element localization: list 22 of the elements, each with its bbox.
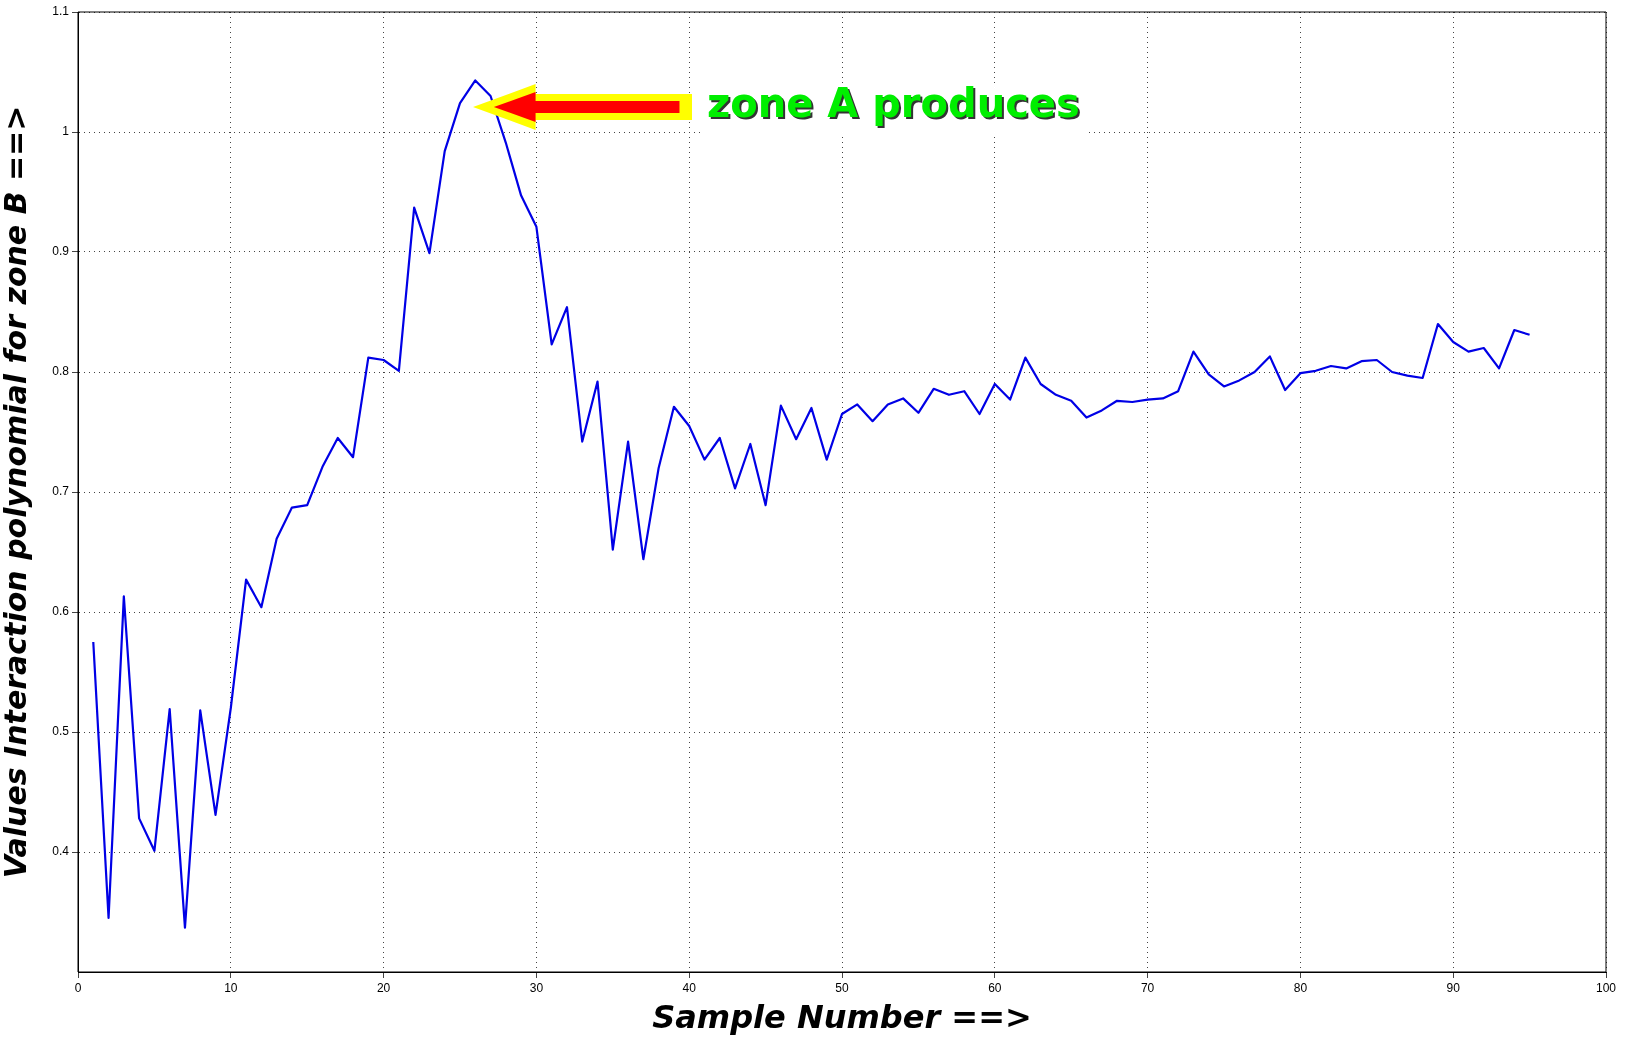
x-tick-label: 30: [529, 980, 544, 995]
x-tick-label: 0: [74, 980, 82, 995]
x-tick-label: 40: [682, 980, 697, 995]
x-tick-label: 80: [1293, 980, 1308, 995]
y-tick-label: 1: [62, 124, 70, 139]
x-tick-label: 60: [988, 980, 1002, 995]
x-tick-label: 70: [1140, 980, 1155, 995]
y-axis-title: Values Interaction polynomial for zone B ==>: [0, 105, 33, 879]
x-tick-label: 50: [835, 980, 849, 995]
x-tick-label: 20: [376, 980, 391, 995]
y-tick-label: 0.5: [52, 724, 70, 739]
annotation: zone A produces: [707, 80, 1080, 127]
y-tick-label: 0.9: [52, 244, 70, 259]
y-tick-label: 0.6: [52, 604, 70, 619]
y-tick-label: 0.8: [52, 364, 70, 379]
y-tick-label: 1.1: [52, 4, 70, 19]
x-axis-title: Sample Number ==>: [652, 998, 1032, 1037]
y-tick-label: 0.4: [52, 844, 70, 859]
x-tick-label: 90: [1446, 980, 1461, 995]
x-tick-label: 10: [224, 980, 238, 995]
x-tick-label: 100: [1595, 980, 1617, 995]
y-tick-label: 0.7: [52, 484, 70, 499]
